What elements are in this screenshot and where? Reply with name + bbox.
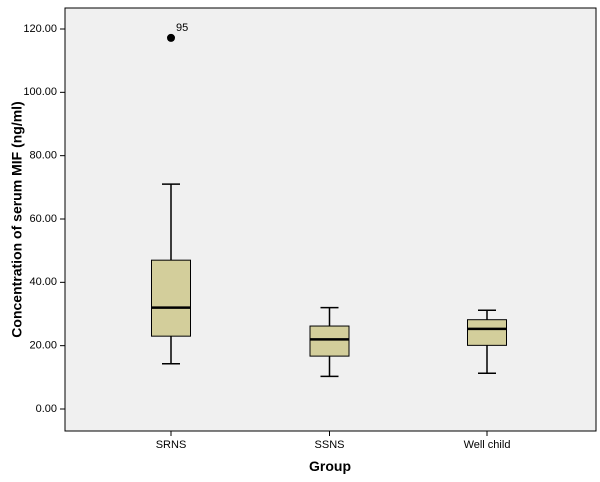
y-tick-label: 0.00: [36, 403, 57, 415]
box-group-srns: 95: [151, 22, 191, 365]
y-tick-label: 80.00: [29, 150, 57, 162]
box-group-ssns: [309, 306, 350, 378]
y-tick-label: 120.00: [23, 23, 57, 35]
x-tick-label: SRNS: [156, 439, 187, 451]
y-axis-title: Concentration of serum MIF (ng/ml): [9, 101, 25, 337]
x-tick-label: SSNS: [315, 439, 345, 451]
box: [151, 259, 191, 337]
outlier-label: 95: [176, 22, 188, 34]
box: [467, 319, 507, 346]
x-axis: SRNS SSNS Well child: [156, 431, 511, 451]
boxes: 95: [151, 22, 507, 378]
y-axis: 0.00 20.00 40.00 60.00 80.00 100.00 120.00: [23, 23, 65, 415]
y-tick-label: 100.00: [23, 86, 57, 98]
y-tick-label: 20.00: [29, 340, 57, 352]
x-tick-label: Well child: [464, 439, 511, 451]
box: [309, 325, 350, 357]
x-axis-title: Group: [309, 458, 351, 474]
y-tick-label: 40.00: [29, 276, 57, 288]
box-group-well-child: [467, 309, 507, 374]
outlier-point: [167, 33, 175, 42]
plot-area: [64, 7, 597, 432]
y-tick-label: 60.00: [29, 213, 57, 225]
